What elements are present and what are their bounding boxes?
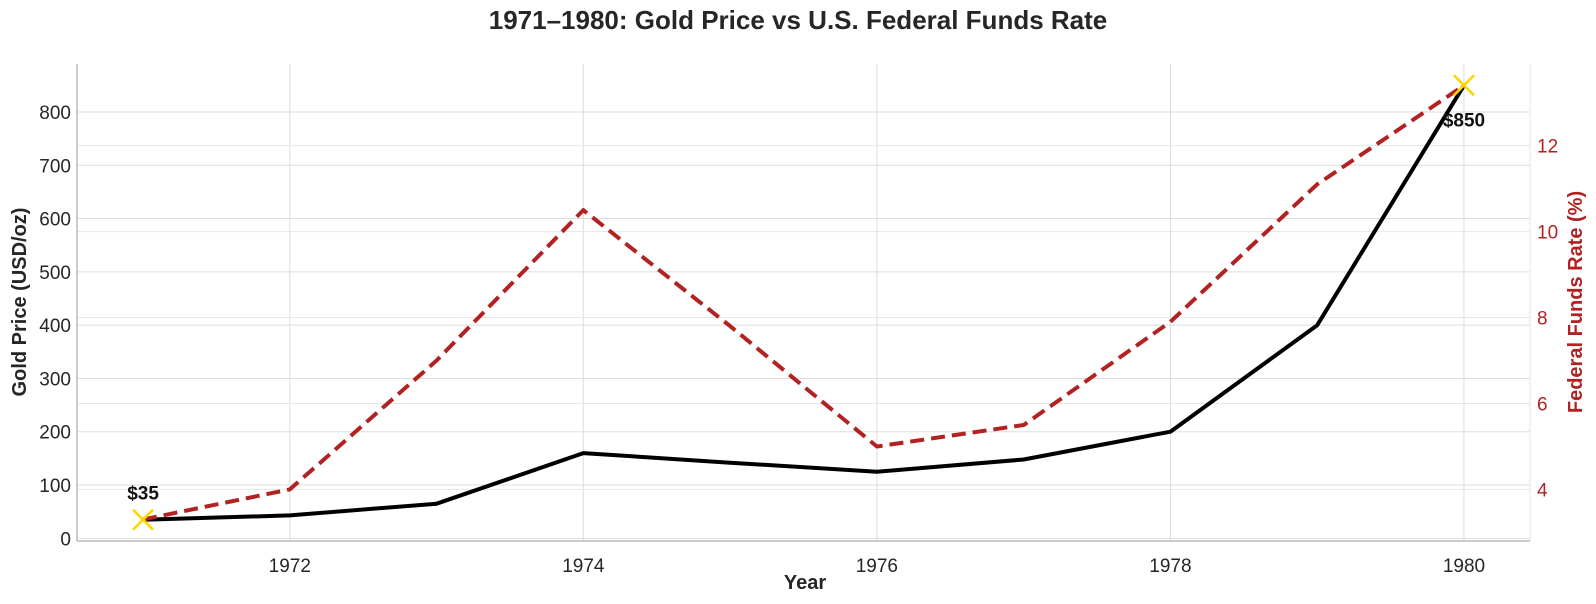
y-tick-label: 100 — [39, 476, 71, 497]
y-tick-label: 300 — [39, 369, 71, 390]
axes — [76, 64, 1531, 542]
y-right-tick-label: 12 — [1537, 137, 1558, 158]
fed-funds-rate-line — [142, 83, 1466, 522]
gold-price-line — [142, 84, 1466, 522]
grid — [77, 64, 1530, 541]
y-axis-label: Gold Price (USD/oz) — [9, 208, 31, 397]
y-right-tick-label: 6 — [1537, 394, 1548, 415]
annotations: $35 $850 — [127, 110, 1485, 504]
tick-labels: 1972 1974 1976 1978 1980 0 100 200 300 400 500 600 7… — [39, 103, 1558, 577]
price-annotation: $35 — [127, 484, 159, 505]
y-tick-label: 400 — [39, 316, 71, 337]
x-tick-label: 1974 — [562, 556, 605, 577]
y-axis-right-label: Federal Funds Rate (%) — [1565, 191, 1587, 413]
x-tick-label: 1978 — [1149, 556, 1191, 577]
y-tick-label: 600 — [39, 210, 71, 231]
y-right-tick-label: 8 — [1537, 309, 1548, 330]
x-tick-label: 1980 — [1443, 556, 1485, 577]
highlight-marker — [132, 508, 154, 531]
y-tick-label: 200 — [39, 423, 71, 444]
x-axis-label: Year — [784, 572, 826, 594]
y-right-tick-label: 10 — [1537, 223, 1558, 244]
x-tick-label: 1976 — [856, 556, 898, 577]
x-tick-label: 1972 — [269, 556, 311, 577]
y-tick-label: 0 — [60, 529, 71, 550]
chart-title: 1971–1980: Gold Price vs U.S. Federal Fu… — [489, 5, 1108, 35]
highlight-marker — [1453, 74, 1475, 97]
y-right-tick-label: 4 — [1537, 480, 1548, 501]
series-lines — [142, 83, 1466, 522]
markers — [132, 74, 1475, 531]
y-tick-label: 500 — [39, 263, 71, 284]
y-tick-label: 700 — [39, 156, 71, 177]
marker-stroke — [1453, 74, 1475, 97]
price-annotation: $850 — [1443, 110, 1485, 131]
y-tick-label: 800 — [39, 103, 71, 124]
marker-stroke — [132, 508, 154, 531]
